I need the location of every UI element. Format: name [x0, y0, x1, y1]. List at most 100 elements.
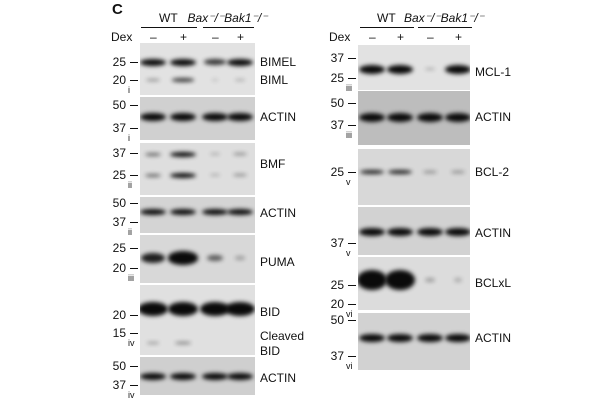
protein-band [360, 169, 384, 175]
mw-tick [130, 366, 138, 367]
protein-band [211, 79, 219, 81]
protein-band [170, 58, 196, 66]
protein-band [445, 64, 470, 74]
mw-tick [130, 333, 138, 334]
protein-band [451, 170, 465, 174]
mw-marker: 37 [330, 51, 344, 65]
protein-band [144, 173, 162, 177]
protein-band [170, 113, 196, 121]
protein-band [423, 170, 437, 174]
mw-marker: 37 [112, 215, 126, 229]
protein-band [233, 152, 247, 156]
mw-tick [348, 243, 356, 244]
mw-tick [348, 125, 356, 126]
blot-roman-label: ii [128, 180, 132, 190]
mw-marker: 20 [112, 261, 126, 275]
mw-marker: 20 [112, 308, 126, 322]
protein-band [359, 64, 385, 74]
protein-band [140, 58, 166, 66]
protein-band [141, 253, 165, 263]
protein-band [445, 334, 470, 342]
lane-dex-plus: + [237, 30, 245, 44]
protein-label: BCL-2 [475, 165, 510, 179]
blot-panel [140, 143, 255, 195]
mw-tick [130, 105, 138, 106]
protein-band [387, 112, 413, 122]
mw-marker: 50 [330, 313, 344, 327]
protein-band [210, 174, 220, 176]
lane-dex-minus: – [427, 30, 434, 44]
lane-dex-minus: – [369, 30, 376, 44]
protein-band [387, 334, 413, 342]
protein-label: ACTIN [260, 371, 296, 385]
lane-dex-plus: + [455, 30, 463, 44]
protein-label: MCL-1 [475, 65, 512, 79]
protein-band [359, 334, 385, 342]
blot-roman-label: v [346, 177, 351, 187]
mw-tick [130, 268, 138, 269]
protein-band [359, 112, 385, 122]
protein-band [425, 277, 435, 283]
blot-roman-label: iii [128, 273, 134, 283]
protein-band [227, 58, 253, 66]
mw-tick [130, 80, 138, 81]
header-bax-bak1-knockout: Bax⁻/⁻Bak1⁻/⁻ [187, 11, 268, 25]
mw-marker: 15 [112, 326, 126, 340]
mw-tick [348, 58, 356, 59]
protein-band [210, 153, 220, 155]
protein-band [167, 251, 199, 265]
protein-band [384, 269, 416, 291]
protein-band [140, 372, 166, 380]
protein-label: ACTIN [475, 331, 511, 345]
panel-letter: C [112, 1, 123, 18]
blot-panel [140, 97, 255, 140]
protein-band [206, 254, 224, 262]
blot-roman-label: iv [128, 390, 135, 400]
blot-roman-label: ii [128, 227, 132, 237]
protein-band [174, 342, 192, 344]
protein-band [359, 228, 385, 236]
blot-roman-label: i [128, 133, 130, 143]
protein-label: BMF [260, 157, 286, 171]
blot-roman-label: iii [346, 130, 352, 140]
protein-label: PUMA [260, 255, 295, 269]
mw-marker: 50 [330, 96, 344, 110]
blot-panel [358, 45, 470, 90]
protein-band [227, 372, 253, 380]
mw-tick [348, 356, 356, 357]
protein-band [417, 228, 443, 236]
blot-panel [140, 285, 255, 355]
mw-marker: 25 [112, 241, 126, 255]
blot-roman-label: v [346, 248, 351, 258]
dex-label: Dex [111, 30, 133, 44]
protein-band [170, 209, 196, 215]
mw-marker: 37 [330, 118, 344, 132]
protein-band [387, 228, 413, 236]
mw-tick [348, 78, 356, 79]
protein-band [170, 151, 196, 157]
protein-label: BIMEL [260, 55, 297, 69]
group-underline-ko [418, 27, 472, 28]
blot-roman-label: vi [346, 361, 353, 371]
blot-panel [358, 149, 470, 205]
mw-tick [130, 222, 138, 223]
protein-band [425, 67, 435, 71]
mw-marker: 25 [330, 71, 344, 85]
mw-marker: 37 [112, 146, 126, 160]
mw-marker: 37 [330, 236, 344, 250]
protein-band [170, 172, 196, 178]
mw-tick [130, 153, 138, 154]
mw-tick [130, 128, 138, 129]
protein-band [227, 113, 253, 121]
mw-tick [130, 203, 138, 204]
mw-marker: 25 [330, 278, 344, 292]
protein-band [417, 112, 443, 122]
protein-band [358, 269, 388, 291]
mw-tick [348, 320, 356, 321]
protein-band [170, 372, 196, 380]
blot-panel [140, 197, 255, 233]
mw-tick [130, 385, 138, 386]
protein-label: ACTIN [260, 110, 296, 124]
blot-roman-label: i [128, 85, 130, 95]
